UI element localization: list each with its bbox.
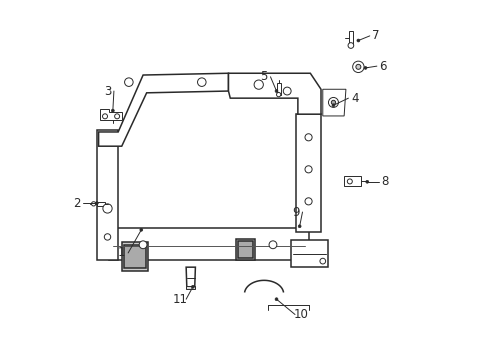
Circle shape (197, 78, 205, 86)
Text: 4: 4 (350, 92, 358, 105)
Text: 8: 8 (381, 175, 388, 188)
Circle shape (331, 100, 335, 104)
Polygon shape (99, 73, 228, 146)
Bar (122, 242, 148, 271)
Circle shape (352, 61, 363, 72)
Bar (97, 202, 104, 206)
Circle shape (191, 285, 194, 288)
Bar (124, 245, 145, 268)
Bar (186, 286, 195, 289)
Text: 9: 9 (292, 206, 299, 219)
Circle shape (124, 78, 133, 86)
Circle shape (91, 202, 96, 206)
Bar (237, 241, 252, 258)
Circle shape (356, 39, 359, 42)
Text: 1: 1 (118, 247, 125, 260)
Text: 7: 7 (372, 30, 379, 42)
Circle shape (254, 80, 263, 89)
Polygon shape (322, 89, 345, 116)
Circle shape (363, 67, 366, 69)
Polygon shape (228, 73, 320, 114)
Bar (235, 239, 255, 260)
Circle shape (305, 134, 311, 141)
Bar (290, 240, 327, 267)
Circle shape (139, 241, 147, 249)
Text: 3: 3 (103, 85, 111, 98)
Circle shape (276, 93, 280, 97)
Circle shape (275, 298, 277, 301)
Polygon shape (109, 228, 308, 260)
Polygon shape (100, 109, 122, 120)
Polygon shape (97, 130, 118, 260)
Polygon shape (296, 114, 320, 231)
Circle shape (298, 225, 301, 228)
Bar (276, 83, 280, 95)
Circle shape (102, 114, 107, 119)
Circle shape (319, 258, 325, 264)
Circle shape (275, 90, 277, 93)
Circle shape (305, 198, 311, 205)
Circle shape (346, 179, 351, 184)
Circle shape (347, 42, 353, 48)
Text: 2: 2 (73, 197, 80, 210)
Circle shape (331, 104, 334, 107)
Circle shape (268, 241, 276, 249)
Polygon shape (186, 267, 195, 288)
Text: 11: 11 (172, 293, 187, 306)
Circle shape (95, 202, 98, 204)
Circle shape (355, 64, 360, 69)
Circle shape (111, 109, 114, 112)
Circle shape (365, 180, 368, 183)
Bar (348, 31, 353, 45)
Circle shape (114, 114, 120, 119)
Text: 6: 6 (379, 60, 386, 73)
Circle shape (104, 234, 110, 240)
Polygon shape (344, 176, 361, 186)
Circle shape (283, 87, 290, 95)
Text: 10: 10 (293, 308, 308, 321)
Text: 5: 5 (260, 70, 267, 83)
Circle shape (305, 166, 311, 173)
Circle shape (102, 204, 112, 213)
Circle shape (328, 98, 338, 107)
Circle shape (140, 228, 142, 231)
